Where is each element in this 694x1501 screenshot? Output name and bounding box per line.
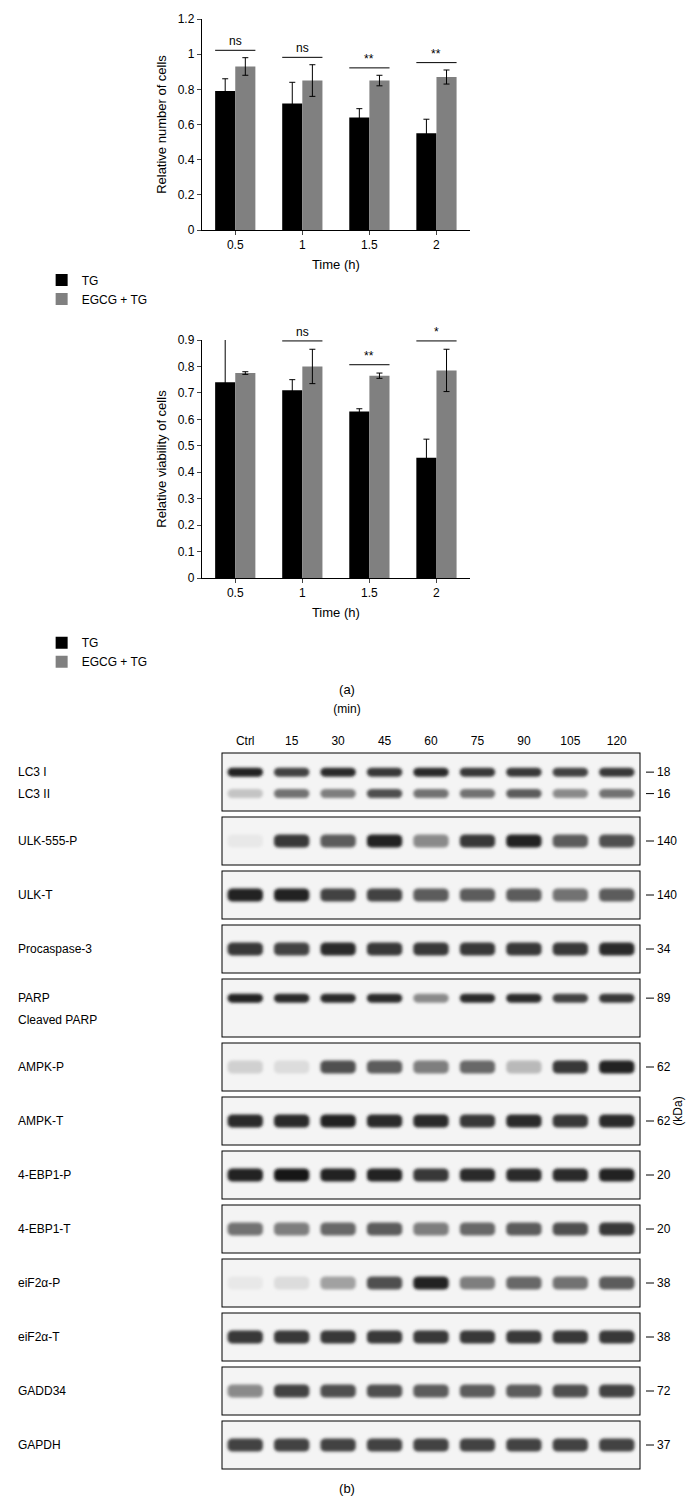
svg-text:PARP: PARP xyxy=(18,991,50,1005)
svg-text:45: 45 xyxy=(378,734,392,748)
svg-text:0.9: 0.9 xyxy=(178,333,195,347)
svg-text:AMPK-T: AMPK-T xyxy=(18,1114,64,1128)
svg-text:*: * xyxy=(434,325,439,339)
svg-text:4-EBP1-P: 4-EBP1-P xyxy=(18,1168,71,1182)
svg-text:LC3 II: LC3 II xyxy=(18,787,50,801)
svg-text:4-EBP1-T: 4-EBP1-T xyxy=(18,1222,71,1236)
svg-text:34: 34 xyxy=(657,942,671,956)
svg-text:1.5: 1.5 xyxy=(361,586,378,600)
svg-text:140: 140 xyxy=(657,888,677,902)
svg-text:0.2: 0.2 xyxy=(178,518,195,532)
svg-text:120: 120 xyxy=(607,734,627,748)
svg-text:**: ** xyxy=(431,47,441,61)
svg-text:ns: ns xyxy=(296,325,309,339)
svg-text:0.7: 0.7 xyxy=(178,386,195,400)
svg-text:eiF2α-T: eiF2α-T xyxy=(18,1330,60,1344)
svg-text:2: 2 xyxy=(433,586,440,600)
svg-text:LC3 I: LC3 I xyxy=(18,765,47,779)
svg-text:0.8: 0.8 xyxy=(178,360,195,374)
svg-text:GADD34: GADD34 xyxy=(18,1384,66,1398)
svg-text:15: 15 xyxy=(285,734,299,748)
svg-text:ULK-T: ULK-T xyxy=(18,888,53,902)
svg-text:eiF2α-P: eiF2α-P xyxy=(18,1276,60,1290)
svg-text:72: 72 xyxy=(657,1384,671,1398)
svg-text:18: 18 xyxy=(657,765,671,779)
svg-text:0.5: 0.5 xyxy=(227,238,244,252)
html-text:(a): (a) xyxy=(339,682,355,697)
svg-text:0.2: 0.2 xyxy=(178,188,195,202)
svg-text:1: 1 xyxy=(299,238,306,252)
svg-text:37: 37 xyxy=(657,1438,671,1452)
svg-text:TG: TG xyxy=(82,274,99,288)
svg-text:(min): (min) xyxy=(333,702,360,716)
svg-text:0.6: 0.6 xyxy=(178,118,195,132)
svg-text:0.4: 0.4 xyxy=(178,153,195,167)
svg-text:2: 2 xyxy=(433,238,440,252)
svg-text:60: 60 xyxy=(424,734,438,748)
svg-text:0.3: 0.3 xyxy=(178,492,195,506)
svg-text:0: 0 xyxy=(188,223,195,237)
svg-text:0.1: 0.1 xyxy=(178,545,195,559)
svg-text:0: 0 xyxy=(188,571,195,585)
svg-text:**: ** xyxy=(364,52,374,66)
svg-text:0.4: 0.4 xyxy=(178,465,195,479)
svg-text:0.5: 0.5 xyxy=(227,586,244,600)
svg-text:0.5: 0.5 xyxy=(178,439,195,453)
svg-text:62: 62 xyxy=(657,1114,671,1128)
svg-text:30: 30 xyxy=(331,734,345,748)
svg-text:89: 89 xyxy=(657,991,671,1005)
svg-text:EGCG + TG: EGCG + TG xyxy=(82,293,147,307)
svg-text:Time (h): Time (h) xyxy=(312,257,360,272)
svg-text:(kDa): (kDa) xyxy=(671,1096,685,1125)
svg-text:75: 75 xyxy=(471,734,485,748)
svg-text:EGCG + TG: EGCG + TG xyxy=(82,655,147,669)
svg-text:AMPK-P: AMPK-P xyxy=(18,1060,64,1074)
svg-text:ULK-555-P: ULK-555-P xyxy=(18,834,77,848)
svg-text:105: 105 xyxy=(560,734,580,748)
svg-text:Relative number of cells: Relative number of cells xyxy=(154,55,169,194)
svg-text:62: 62 xyxy=(657,1060,671,1074)
svg-text:Ctrl: Ctrl xyxy=(236,734,255,748)
svg-text:TG: TG xyxy=(82,636,99,650)
svg-text:20: 20 xyxy=(657,1222,671,1236)
svg-text:Time (h): Time (h) xyxy=(312,605,360,620)
svg-text:1.2: 1.2 xyxy=(178,12,195,26)
svg-text:38: 38 xyxy=(657,1330,671,1344)
svg-text:Cleaved PARP: Cleaved PARP xyxy=(18,1013,97,1027)
html-text:(b): (b) xyxy=(339,1481,355,1496)
svg-text:**: ** xyxy=(364,349,374,363)
svg-text:0.6: 0.6 xyxy=(178,413,195,427)
svg-text:90: 90 xyxy=(517,734,531,748)
svg-text:ns: ns xyxy=(296,41,309,55)
svg-text:Relative viability of cells: Relative viability of cells xyxy=(154,390,169,528)
svg-text:1: 1 xyxy=(188,47,195,61)
svg-text:0.8: 0.8 xyxy=(178,83,195,97)
svg-text:1.5: 1.5 xyxy=(361,238,378,252)
svg-text:140: 140 xyxy=(657,834,677,848)
svg-text:ns: ns xyxy=(229,34,242,48)
svg-text:Procaspase-3: Procaspase-3 xyxy=(18,942,92,956)
svg-text:16: 16 xyxy=(657,787,671,801)
svg-text:38: 38 xyxy=(657,1276,671,1290)
svg-text:1: 1 xyxy=(299,586,306,600)
svg-text:20: 20 xyxy=(657,1168,671,1182)
svg-text:GAPDH: GAPDH xyxy=(18,1438,61,1452)
